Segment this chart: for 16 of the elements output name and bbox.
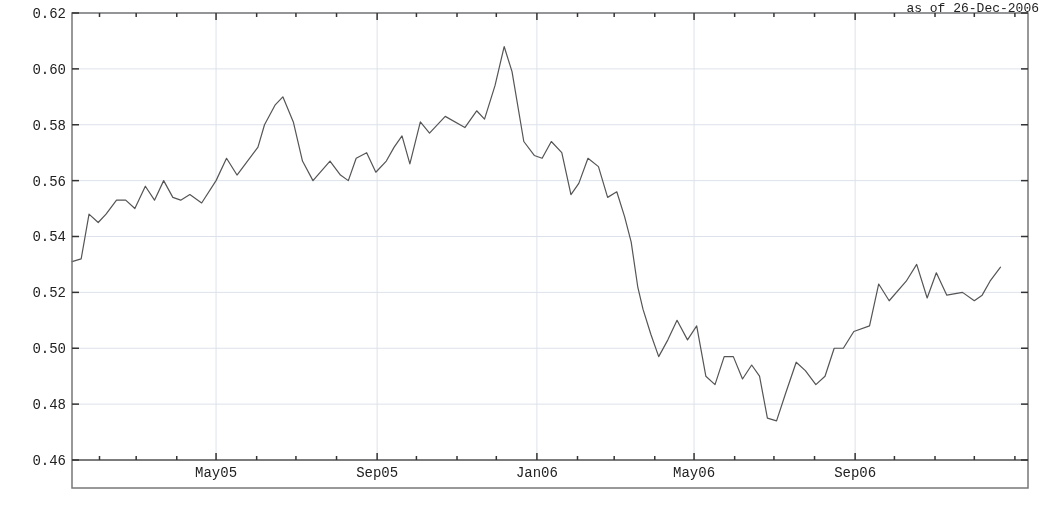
x-tick-label: Sep05 xyxy=(356,465,399,481)
x-tick-label: Jan06 xyxy=(515,465,558,481)
y-tick-label: 0.58 xyxy=(32,117,66,134)
x-tick-label: May06 xyxy=(673,465,716,481)
y-tick-label: 0.60 xyxy=(32,61,66,78)
y-tick-label: 0.50 xyxy=(32,341,66,358)
y-tick-label: 0.56 xyxy=(32,173,66,190)
x-tick-label: Sep06 xyxy=(834,465,877,481)
x-tick-label: May05 xyxy=(195,465,238,481)
annotation: as of 26-Dec-2006 xyxy=(906,1,1039,16)
y-tick-label: 0.48 xyxy=(32,397,66,414)
line-series xyxy=(71,45,1002,422)
y-tick-label: 0.54 xyxy=(32,229,66,246)
y-tick-label: 0.52 xyxy=(32,285,66,302)
y-tick-label: 0.46 xyxy=(32,452,66,469)
y-tick-label: 0.62 xyxy=(32,5,66,22)
